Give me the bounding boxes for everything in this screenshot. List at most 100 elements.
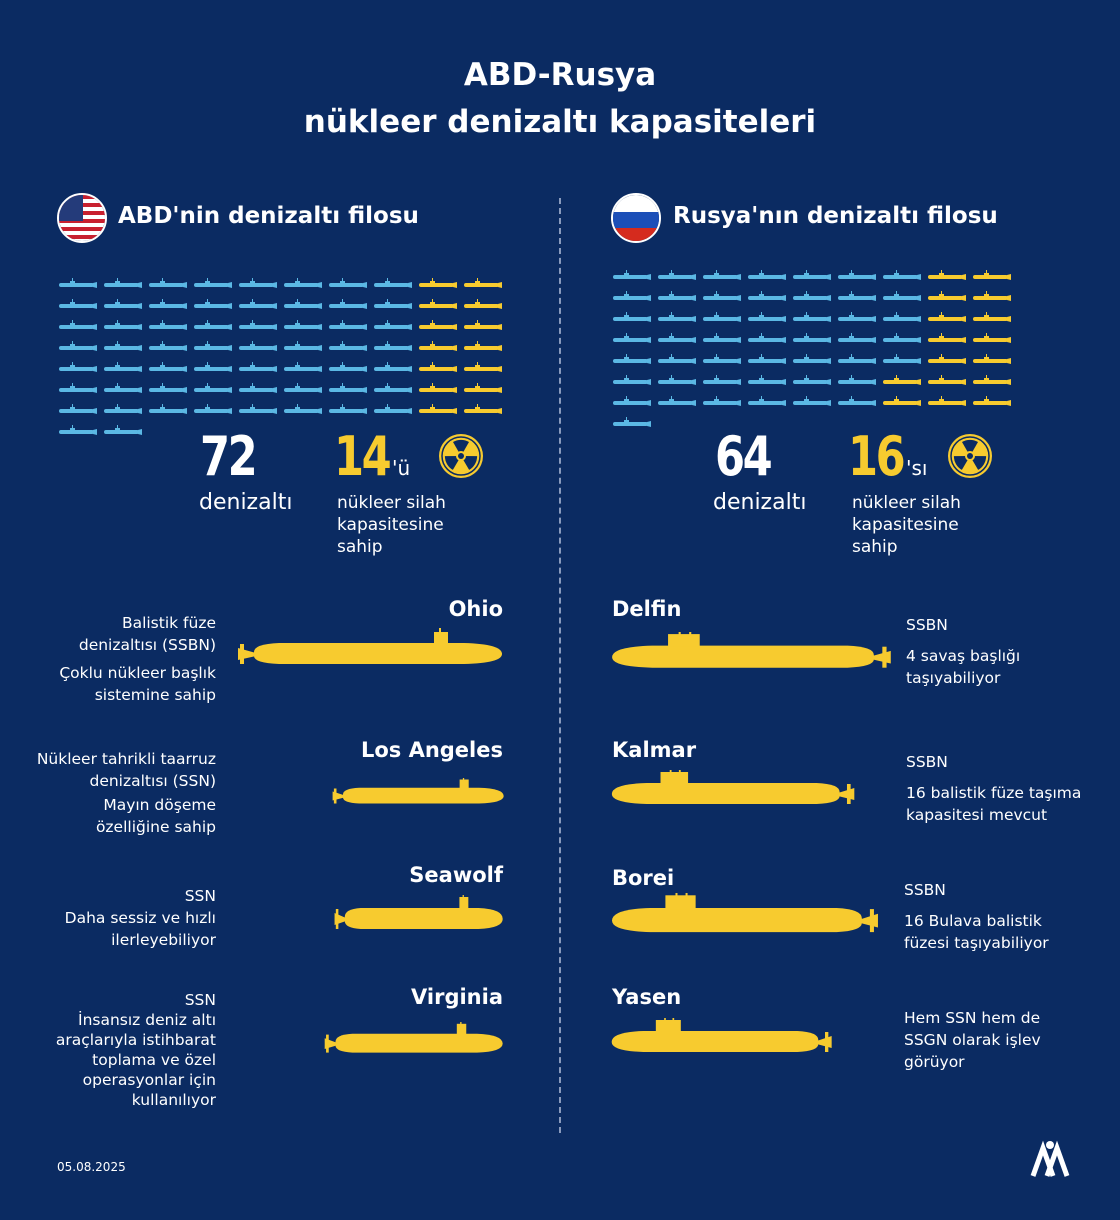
submarine-icon: [104, 425, 142, 435]
submarine-icon: [284, 278, 322, 288]
submarine-icon: [658, 291, 696, 301]
submarine-icon: [239, 362, 277, 372]
submarine-icon: [883, 291, 921, 301]
page-title: ABD-Rusya nükleer denizaltı kapasiteleri: [303, 57, 817, 140]
submarine-icon: [284, 320, 322, 330]
submarine-icon: [748, 312, 786, 322]
nuclear-submarine-icon: [419, 299, 457, 309]
submarine-icon: [703, 333, 741, 343]
radiation-icon: [439, 434, 483, 478]
nuclear-submarine-icon: [419, 341, 457, 351]
nuclear-submarine-icon: [419, 278, 457, 288]
submarine-icon: [748, 333, 786, 343]
submarine-icon: [883, 270, 921, 280]
nuclear-submarine-icon: [883, 396, 921, 406]
submarine-icon: [284, 341, 322, 351]
submarine-icon: [149, 383, 187, 393]
submarine-icon: [613, 417, 651, 427]
submarine-icon: [194, 404, 232, 414]
nuclear-submarine-icon: [883, 375, 921, 385]
russia-total: 64: [715, 425, 773, 488]
submarine-icon: [194, 341, 232, 351]
sub-desc-kalmar: SSBN 16 balistik füze taşıma kapasitesi me…: [906, 753, 1082, 824]
nuclear-submarine-icon: [973, 312, 1011, 322]
nuclear-submarine-icon: [973, 333, 1011, 343]
submarine-icon: [239, 341, 277, 351]
submarine-icon: [793, 396, 831, 406]
submarine-icon: [793, 375, 831, 385]
submarine-icon: [374, 383, 412, 393]
nuclear-submarine-icon: [419, 362, 457, 372]
submarine-icon: [613, 354, 651, 364]
submarine-icon: [613, 312, 651, 322]
submarine-icon: [613, 291, 651, 301]
submarine-icon: [59, 362, 97, 372]
nuclear-submarine-icon: [928, 312, 966, 322]
submarine-icon: [149, 278, 187, 288]
nuclear-submarine-icon: [928, 375, 966, 385]
submarine-icon: [613, 333, 651, 343]
submarine-icon: [838, 291, 876, 301]
submarine-icon: [59, 404, 97, 414]
submarine-icon: [703, 312, 741, 322]
submarine-icon: [883, 333, 921, 343]
submarine-icon: [194, 320, 232, 330]
submarine-icon: [239, 404, 277, 414]
sub-name-borei: Borei: [612, 866, 675, 890]
submarine-icon: [374, 362, 412, 372]
submarine-icon: [793, 270, 831, 280]
submarine-icon: [59, 425, 97, 435]
submarine-icon: [703, 396, 741, 406]
submarine-icon: [149, 362, 187, 372]
submarine-icon: [703, 270, 741, 280]
sub-name-yasen: Yasen: [612, 985, 682, 1009]
sub-name-ohio: Ohio: [448, 597, 503, 621]
usa-header: ABD'nin denizaltı filosu: [118, 203, 419, 229]
submarine-icon: [104, 362, 142, 372]
aa-logo: [1030, 1140, 1070, 1177]
usa-fleet-grid: [59, 278, 502, 435]
submarine-icon: [658, 312, 696, 322]
nuclear-submarine-icon: [928, 291, 966, 301]
submarine-icon: [374, 404, 412, 414]
usa-total: 72: [200, 425, 258, 488]
submarine-icon: [239, 278, 277, 288]
submarine-icon: [149, 320, 187, 330]
submarine-icon: [149, 404, 187, 414]
submarine-icon: [703, 291, 741, 301]
sub-desc-delfin: SSBN 4 savaş başlığı taşıyabiliyor: [906, 616, 1021, 687]
submarine-icon: [329, 404, 367, 414]
seawolf-submarine-icon: [332, 895, 504, 935]
virginia-submarine-icon: [322, 1022, 504, 1058]
submarine-icon: [748, 396, 786, 406]
submarine-icon: [374, 278, 412, 288]
submarine-icon: [329, 299, 367, 309]
submarine-icon: [748, 291, 786, 301]
russia-nuclear-suffix: 'sı: [906, 456, 928, 480]
submarine-icon: [194, 362, 232, 372]
nuclear-submarine-icon: [973, 396, 1011, 406]
submarine-icon: [748, 354, 786, 364]
submarine-icon: [284, 362, 322, 372]
usa-nuclear-count: 14: [334, 425, 392, 488]
nuclear-submarine-icon: [973, 291, 1011, 301]
submarine-icon: [284, 383, 322, 393]
russia-nuclear-count: 16: [848, 425, 906, 488]
submarine-icon: [239, 320, 277, 330]
nuclear-submarine-icon: [464, 299, 502, 309]
submarine-icon: [59, 299, 97, 309]
submarine-icon: [104, 320, 142, 330]
submarine-icon: [194, 383, 232, 393]
nuclear-submarine-icon: [419, 320, 457, 330]
submarine-icon: [838, 312, 876, 322]
submarine-icon: [658, 396, 696, 406]
sub-name-delfin: Delfin: [612, 597, 682, 621]
submarine-icon: [239, 299, 277, 309]
submarine-icon: [284, 299, 322, 309]
nuclear-submarine-icon: [464, 341, 502, 351]
submarine-icon: [838, 375, 876, 385]
submarine-icon: [658, 354, 696, 364]
nuclear-submarine-icon: [973, 375, 1011, 385]
submarine-icon: [703, 375, 741, 385]
submarine-icon: [194, 299, 232, 309]
